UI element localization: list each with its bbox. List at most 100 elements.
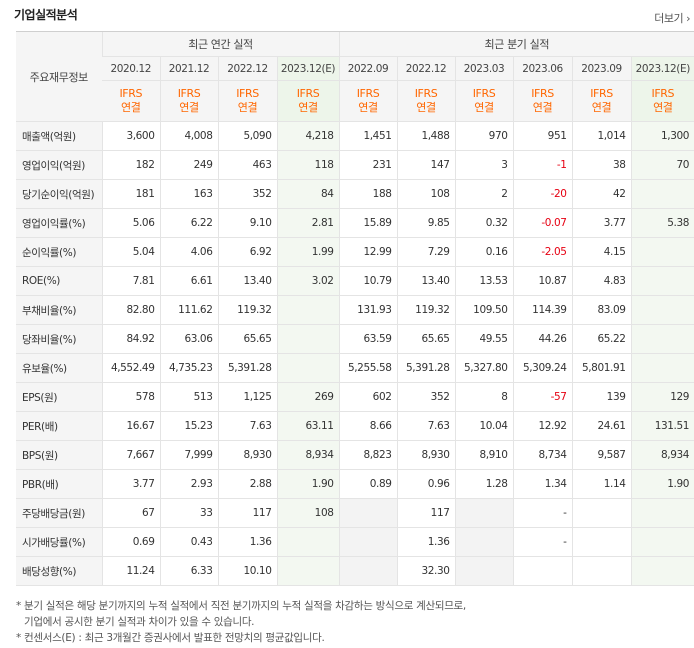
basis-consolidated: 연결 xyxy=(121,101,141,114)
table-cell xyxy=(571,498,632,528)
footnote-1: * 분기 실적은 해당 분기까지의 누적 실적에서 직전 분기까지의 누적 실적… xyxy=(16,600,466,612)
table-cell: 5.38 xyxy=(630,208,694,238)
footnote-3: * 컨센서스(E) : 최근 3개월간 증권사에서 발표한 전망치의 평균값입니… xyxy=(16,632,325,644)
table-cell: 6.33 xyxy=(159,556,218,586)
table-cell: 7.63 xyxy=(217,411,277,441)
table-row: 당좌비율(%) 84.92 63.06 65.65 63.59 65.65 49.55 44.… xyxy=(16,324,694,354)
table-cell: 65.22 xyxy=(571,324,632,354)
table-cell: 8,930 xyxy=(217,440,277,470)
row-label: ROE(%) xyxy=(16,266,102,296)
table-cell: 10.04 xyxy=(454,411,514,441)
corner-label: 주요재무정보 xyxy=(16,31,102,122)
period-header: 2023.12(E) xyxy=(630,56,694,81)
table-cell: 8,734 xyxy=(512,440,573,470)
table-cell: 7.81 xyxy=(101,266,160,296)
table-cell: 114.39 xyxy=(512,295,573,325)
table-cell: 188 xyxy=(338,179,398,209)
table-row: ROE(%) 7.81 6.61 13.40 3.02 10.79 13.40 13.53 10… xyxy=(16,266,694,296)
table-cell: 231 xyxy=(338,150,398,180)
table-cell: -0.07 xyxy=(512,208,573,238)
table-cell: 3.77 xyxy=(571,208,632,238)
table-cell: 1,488 xyxy=(396,121,456,151)
basis-ifrs: IFRS xyxy=(590,87,613,100)
table-cell: 63.11 xyxy=(276,411,340,441)
table-cell: 163 xyxy=(159,179,218,209)
table-cell: 8,934 xyxy=(630,440,694,470)
table-cell: 5,090 xyxy=(217,121,277,151)
basis-consolidated: 연결 xyxy=(416,101,436,114)
row-label: 순이익률(%) xyxy=(16,237,102,267)
table-cell: 44.26 xyxy=(512,324,573,354)
table-cell: 15.89 xyxy=(338,208,398,238)
table-cell: 2 xyxy=(454,179,514,209)
table-cell: 129 xyxy=(630,382,694,412)
basis-ifrs: IFRS xyxy=(651,87,675,100)
period-header: 2021.12 xyxy=(159,56,218,81)
table-cell xyxy=(630,237,694,267)
row-label: 부채비율(%) xyxy=(16,295,102,325)
table-cell: 6.61 xyxy=(159,266,218,296)
table-cell: 119.32 xyxy=(396,295,456,325)
table-cell: 0.69 xyxy=(101,527,160,557)
row-label: PER(배) xyxy=(16,411,102,441)
basis-header: IFRS 연결 xyxy=(338,80,398,122)
table-cell: 83.09 xyxy=(571,295,632,325)
table-row: 시가배당률(%) 0.69 0.43 1.36 1.36- xyxy=(16,527,694,557)
table-cell: 33 xyxy=(159,498,218,528)
table-cell: 13.40 xyxy=(217,266,277,296)
more-link[interactable]: 더보기 › xyxy=(654,12,690,25)
table-cell: 111.62 xyxy=(159,295,218,325)
basis-ifrs: IFRS xyxy=(472,87,496,100)
period-header: 2022.09 xyxy=(338,56,398,81)
table-cell xyxy=(276,295,340,325)
row-label: 주당배당금(원) xyxy=(16,498,102,528)
table-cell: 3.77 xyxy=(101,469,160,499)
table-cell: 65.65 xyxy=(217,324,277,354)
table-cell: 118 xyxy=(276,150,340,180)
table-cell: 4,552.49 xyxy=(101,353,160,383)
table-row: 영업이익(억원) 182 249 463 118 231 147 3 -1 38 70 xyxy=(16,150,694,180)
table-row: EPS(원) 578 513 1,125 269 602 352 8 -57 139 129 xyxy=(16,382,694,412)
table-cell: - xyxy=(512,498,573,528)
table-cell: 10.10 xyxy=(217,556,277,586)
table-cell: 11.24 xyxy=(101,556,160,586)
table-cell: 7.63 xyxy=(396,411,456,441)
table-cell: 249 xyxy=(159,150,218,180)
table-row: 주당배당금(원) 67 33 117 108 117- xyxy=(16,498,694,528)
financial-table: 주요재무정보 최근 연간 실적 최근 분기 실적 2020.12 2021.12 2… xyxy=(16,31,694,586)
table-cell: 117 xyxy=(217,498,277,528)
table-cell: 108 xyxy=(396,179,456,209)
table-cell: 1,451 xyxy=(338,121,398,151)
table-cell: 9.85 xyxy=(396,208,456,238)
table-cell: 4,735.23 xyxy=(159,353,218,383)
table-cell: 4,008 xyxy=(159,121,218,151)
table-cell: 9,587 xyxy=(571,440,632,470)
table-cell: 7,667 xyxy=(101,440,160,470)
table-row: 순이익률(%) 5.04 4.06 6.92 1.99 12.99 7.29 0.16 -2.0… xyxy=(16,237,694,267)
table-row: 유보율(%) 4,552.49 4,735.23 5,391.28 5,255.58 5,… xyxy=(16,353,694,383)
row-label: 영업이익률(%) xyxy=(16,208,102,238)
row-label: EPS(원) xyxy=(16,382,102,412)
basis-ifrs: IFRS xyxy=(414,87,438,100)
table-cell: 7.29 xyxy=(396,237,456,267)
group-annual-header: 최근 연간 실적 xyxy=(101,31,340,57)
table-cell xyxy=(630,498,694,528)
table-cell: -20 xyxy=(512,179,573,209)
table-row: 매출액(억원) 3,600 4,008 5,090 4,218 1,451 1,488 970… xyxy=(16,121,694,151)
table-cell xyxy=(571,527,632,557)
table-row: PBR(배) 3.77 2.93 2.88 1.90 0.89 0.96 1.28 1.34 1.… xyxy=(16,469,694,499)
row-label: BPS(원) xyxy=(16,440,102,470)
table-cell: 5,309.24 xyxy=(512,353,573,383)
period-header: 2022.12 xyxy=(217,56,277,81)
row-label: 시가배당률(%) xyxy=(16,527,102,557)
table-cell xyxy=(630,324,694,354)
table-cell: 63.06 xyxy=(159,324,218,354)
table-row: BPS(원) 7,667 7,999 8,930 8,934 8,823 8,930 8,91… xyxy=(16,440,694,470)
table-cell: 16.67 xyxy=(101,411,160,441)
basis-consolidated: 연결 xyxy=(298,101,318,114)
basis-header: IFRS 연결 xyxy=(630,80,694,122)
table-cell xyxy=(454,498,514,528)
table-cell: 4.83 xyxy=(571,266,632,296)
table-cell: 49.55 xyxy=(454,324,514,354)
table-cell: 5.06 xyxy=(101,208,160,238)
